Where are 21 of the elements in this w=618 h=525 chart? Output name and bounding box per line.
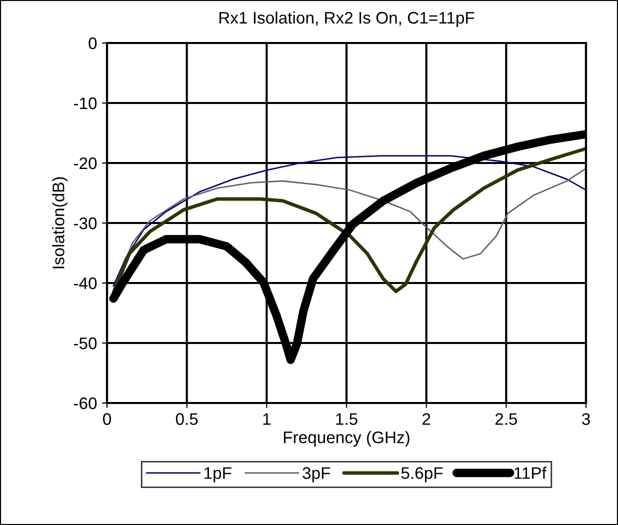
- y-tick-label: 0: [88, 37, 97, 50]
- x-tick-label: 2.5: [495, 413, 518, 425]
- x-tick-label: 1.5: [336, 413, 358, 425]
- legend-label: 3pF: [302, 467, 330, 482]
- y-axis-title: Isolation(dB): [52, 177, 68, 268]
- chart-title: Rx1 Isolation, Rx2 Is On, C1=11pF: [219, 11, 474, 28]
- legend-label: 11Pf: [514, 466, 546, 479]
- x-tick-label: 2: [422, 413, 430, 425]
- y-tick-label: -30: [74, 217, 97, 230]
- x-tick-label: 0.5: [176, 413, 198, 425]
- y-tick-label: -60: [74, 397, 97, 410]
- x-tick-label: 3: [582, 413, 590, 425]
- y-tick-label: -50: [74, 337, 97, 350]
- y-tick-label: -20: [74, 157, 97, 170]
- x-tick-label: 0: [103, 413, 111, 425]
- legend-label: 5.6pF: [401, 467, 443, 482]
- y-tick-label: -10: [74, 97, 97, 110]
- x-axis-title: Frequency (GHz): [284, 431, 410, 447]
- x-tick-label: 1: [263, 413, 270, 425]
- y-tick-label: -40: [74, 277, 97, 290]
- legend-label: 1pF: [204, 467, 232, 482]
